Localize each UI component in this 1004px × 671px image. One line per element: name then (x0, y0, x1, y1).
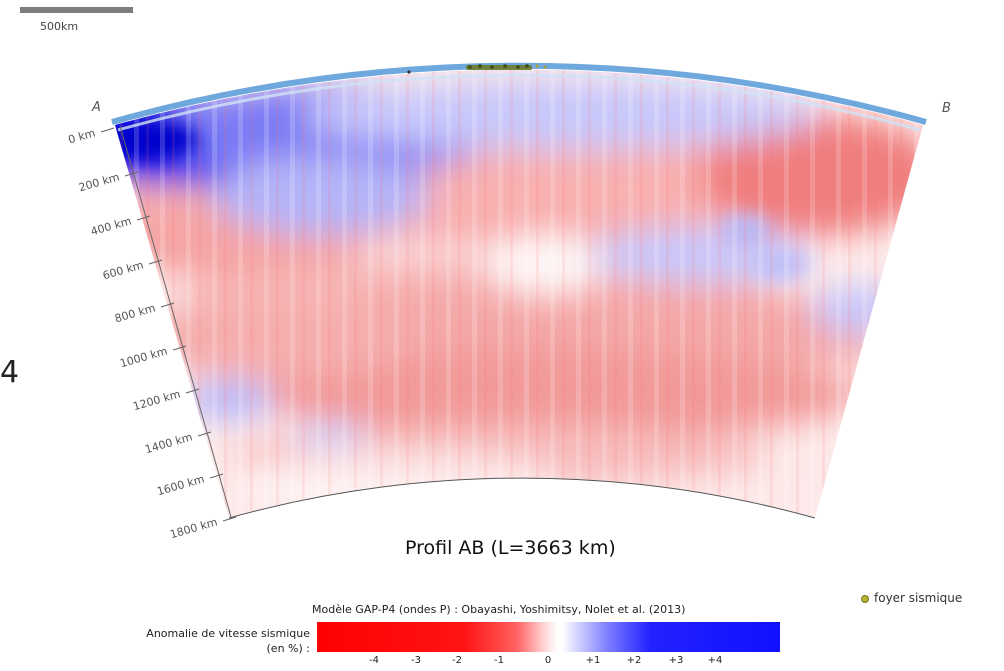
colorbar-tick: +1 (585, 655, 601, 666)
depth-label-1200: 1200 km (132, 387, 182, 413)
surface-topography (407, 64, 547, 74)
colorbar-tick: -4 (369, 655, 379, 666)
depth-label-800: 800 km (113, 301, 157, 325)
colorbar-tick: -1 (494, 655, 504, 666)
seismic-focus-icon (861, 595, 869, 603)
depth-ticks (100, 127, 237, 522)
depth-label-1400: 1400 km (144, 430, 194, 456)
scale-bar (20, 7, 133, 13)
depth-label-1000: 1000 km (119, 344, 169, 370)
depth-label-0: 0 km (67, 126, 97, 146)
colorbar-tick: -3 (411, 655, 421, 666)
velocity-colorbar (317, 622, 780, 652)
colorbar-label: Anomalie de vitesse sismique (en %) : (146, 627, 310, 655)
velocity-anomaly-field (115, 69, 923, 518)
colorbar-tick: 0 (544, 655, 552, 666)
depth-label-1600: 1600 km (156, 472, 206, 498)
seismic-focus-label: foyer sismique (874, 591, 963, 605)
colorbar-tick: -2 (452, 655, 462, 666)
model-citation: Modèle GAP-P4 (ondes P) : Obayashi, Yosh… (312, 603, 686, 616)
depth-label-600: 600 km (101, 258, 145, 282)
profile-title: Profil AB (L=3663 km) (405, 537, 616, 559)
depth-label-1800: 1800 km (169, 515, 219, 541)
profile-end-b: B (942, 101, 951, 116)
depth-label-200: 200 km (77, 170, 121, 194)
profile-end-a: A (91, 100, 101, 115)
depth-axis (119, 125, 232, 518)
colorbar-tick: +4 (707, 655, 723, 666)
scale-bar-label: 500km (40, 20, 79, 33)
side-number: 4 (0, 355, 20, 390)
colorbar-tick: +2 (626, 655, 642, 666)
colorbar-tick: +3 (668, 655, 684, 666)
depth-label-400: 400 km (89, 214, 133, 238)
